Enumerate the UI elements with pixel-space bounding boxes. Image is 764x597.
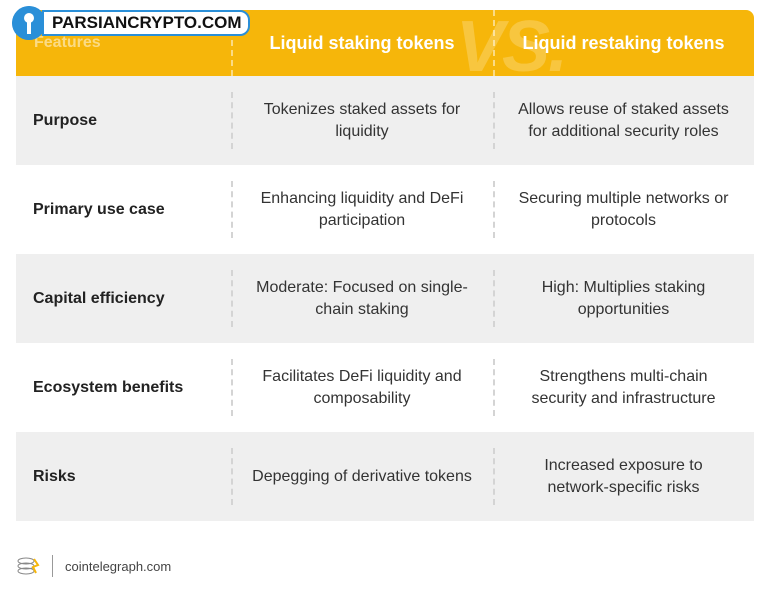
table-cell: Moderate: Focused on single-chain stakin… [231, 254, 493, 343]
watermark-text: PARSIANCRYPTO.COM [42, 10, 250, 36]
table-row: Capital efficiency Moderate: Focused on s… [16, 254, 754, 343]
column-header: Features [34, 34, 101, 51]
table-row: Ecosystem benefits Facilitates DeFi liqui… [16, 343, 754, 432]
table-cell: Increased exposure to network-specific r… [493, 432, 754, 521]
column-header: Liquid staking tokens [231, 10, 493, 76]
table-cell: Facilitates DeFi liquidity and composabi… [231, 343, 493, 432]
comparison-table: VS. Features Liquid staking tokens Liquid … [16, 10, 754, 521]
footer: cointelegraph.com [16, 554, 171, 578]
table-cell: Strengthens multi-chain security and inf… [493, 343, 754, 432]
column-header: Liquid restaking tokens [493, 10, 754, 76]
table-row: Purpose Tokenizes staked assets for liqui… [16, 76, 754, 165]
row-label: Risks [33, 467, 76, 485]
table-header: VS. Features Liquid staking tokens Liquid … [16, 10, 754, 76]
row-label: Capital efficiency [33, 289, 165, 307]
source-logo [17, 557, 40, 575]
table-cell: Securing multiple networks or protocols [493, 165, 754, 254]
source: cointelegraph.com [65, 558, 172, 574]
table-cell: High: Multiplies staking opportunities [493, 254, 754, 343]
row-label: Ecosystem benefits [33, 378, 184, 396]
watermark-icon [12, 6, 46, 40]
table-cell: Tokenizes staked assets for liquidity [231, 76, 493, 165]
watermark: PARSIANCRYPTO.COM [12, 6, 250, 40]
table-cell: Enhancing liquidity and DeFi participati… [231, 165, 493, 254]
table-row: Risks Depegging of derivative tokens Incre… [16, 432, 754, 521]
footer-divider [52, 555, 53, 577]
vs-mark: VS. [456, 10, 568, 76]
table-row: Primary use case Enhancing liquidity and … [16, 165, 754, 254]
row-label: Primary use case [33, 200, 165, 218]
table-cell: Allows reuse of staked assets for additi… [493, 76, 754, 165]
row-label: Purpose [33, 111, 98, 129]
table-cell: Depegging of derivative tokens [231, 432, 493, 521]
